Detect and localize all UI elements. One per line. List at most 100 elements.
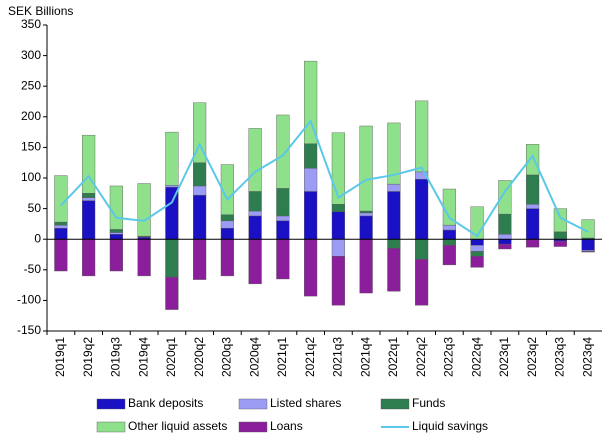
bar — [331, 256, 345, 306]
bar — [165, 185, 179, 188]
bar — [442, 224, 456, 231]
bar — [248, 128, 262, 192]
x-tick-label: 2020q4 — [247, 337, 261, 377]
bar — [581, 238, 595, 251]
bar — [359, 210, 373, 214]
bar — [415, 238, 429, 260]
bar — [498, 243, 512, 250]
bar — [387, 183, 401, 192]
bar — [248, 191, 262, 212]
bar — [82, 238, 96, 277]
y-tick-label: 250 — [21, 78, 41, 92]
x-tick-label: 2022q2 — [414, 337, 428, 377]
bar — [109, 238, 123, 272]
bar — [359, 212, 373, 217]
bar — [54, 175, 68, 223]
bar — [109, 232, 123, 235]
bar — [470, 238, 484, 246]
y-tick-label: -150 — [17, 323, 41, 337]
x-tick-label: 2023q4 — [580, 337, 594, 377]
y-axis-title: SEK Billions — [8, 4, 73, 18]
bar — [54, 224, 68, 229]
bar — [193, 194, 207, 240]
bar — [220, 227, 234, 240]
bar — [109, 229, 123, 233]
bar — [82, 200, 96, 240]
bar — [526, 204, 540, 209]
bar — [248, 238, 262, 285]
x-tick-label: 2019q1 — [53, 337, 67, 377]
bar — [331, 211, 345, 240]
bar — [526, 144, 540, 176]
legend-swatch — [96, 398, 126, 410]
x-tick-label: 2019q4 — [136, 337, 150, 377]
bar — [387, 122, 401, 185]
legend-label: Bank deposits — [128, 396, 203, 410]
bar — [581, 251, 595, 253]
x-tick-label: 2021q4 — [358, 337, 372, 377]
bar — [193, 162, 207, 187]
bar — [82, 197, 96, 201]
x-tick-label: 2022q3 — [442, 337, 456, 377]
bar — [304, 238, 318, 297]
bar — [442, 245, 456, 266]
legend-swatch — [96, 421, 126, 433]
x-tick-label: 2023q1 — [497, 337, 511, 377]
bar — [137, 183, 151, 237]
legend-label: Listed shares — [270, 396, 341, 410]
y-tick-label: 300 — [21, 48, 41, 62]
bar — [387, 191, 401, 240]
x-tick-label: 2022q4 — [469, 337, 483, 377]
bar — [165, 276, 179, 310]
legend-label: Loans — [270, 419, 303, 433]
bar — [470, 245, 484, 252]
bar — [526, 238, 540, 248]
y-tick-label: 0 — [34, 231, 41, 245]
bar — [304, 60, 318, 144]
y-tick-label: 350 — [21, 17, 41, 31]
bar — [415, 100, 429, 173]
x-tick-label: 2019q3 — [109, 337, 123, 377]
bar — [109, 185, 123, 230]
bar — [165, 238, 179, 278]
bar — [415, 259, 429, 306]
bar — [304, 191, 318, 240]
bar — [553, 240, 567, 247]
bar — [415, 179, 429, 240]
x-tick-label: 2020q1 — [164, 337, 178, 377]
bar — [276, 238, 290, 280]
bar — [82, 193, 96, 198]
x-tick-label: 2022q1 — [386, 337, 400, 377]
legend-label: Funds — [412, 396, 445, 410]
bar — [470, 256, 484, 268]
line — [60, 119, 589, 238]
legend-swatch — [238, 421, 268, 433]
bar — [387, 248, 401, 292]
bar — [304, 168, 318, 192]
x-tick-label: 2021q1 — [275, 337, 289, 377]
y-tick-label: -100 — [17, 293, 41, 307]
y-tick-label: 150 — [21, 140, 41, 154]
bar — [276, 114, 290, 189]
bar — [276, 215, 290, 222]
x-tick-label: 2023q3 — [553, 337, 567, 377]
y-tick-label: 100 — [21, 170, 41, 184]
bar — [54, 227, 68, 240]
bar — [359, 215, 373, 240]
legend-swatch — [238, 398, 268, 410]
bar — [248, 210, 262, 217]
bar — [54, 221, 68, 226]
bar — [276, 188, 290, 217]
y-tick-label: 50 — [28, 201, 42, 215]
x-tick-label: 2021q2 — [303, 337, 317, 377]
bar — [498, 238, 512, 245]
bar — [470, 251, 484, 257]
bar — [526, 208, 540, 240]
bar — [276, 220, 290, 240]
bar — [137, 238, 151, 277]
bar — [359, 125, 373, 212]
bar — [442, 238, 456, 246]
x-tick-label: 2020q3 — [220, 337, 234, 377]
x-tick-label: 2020q2 — [192, 337, 206, 377]
